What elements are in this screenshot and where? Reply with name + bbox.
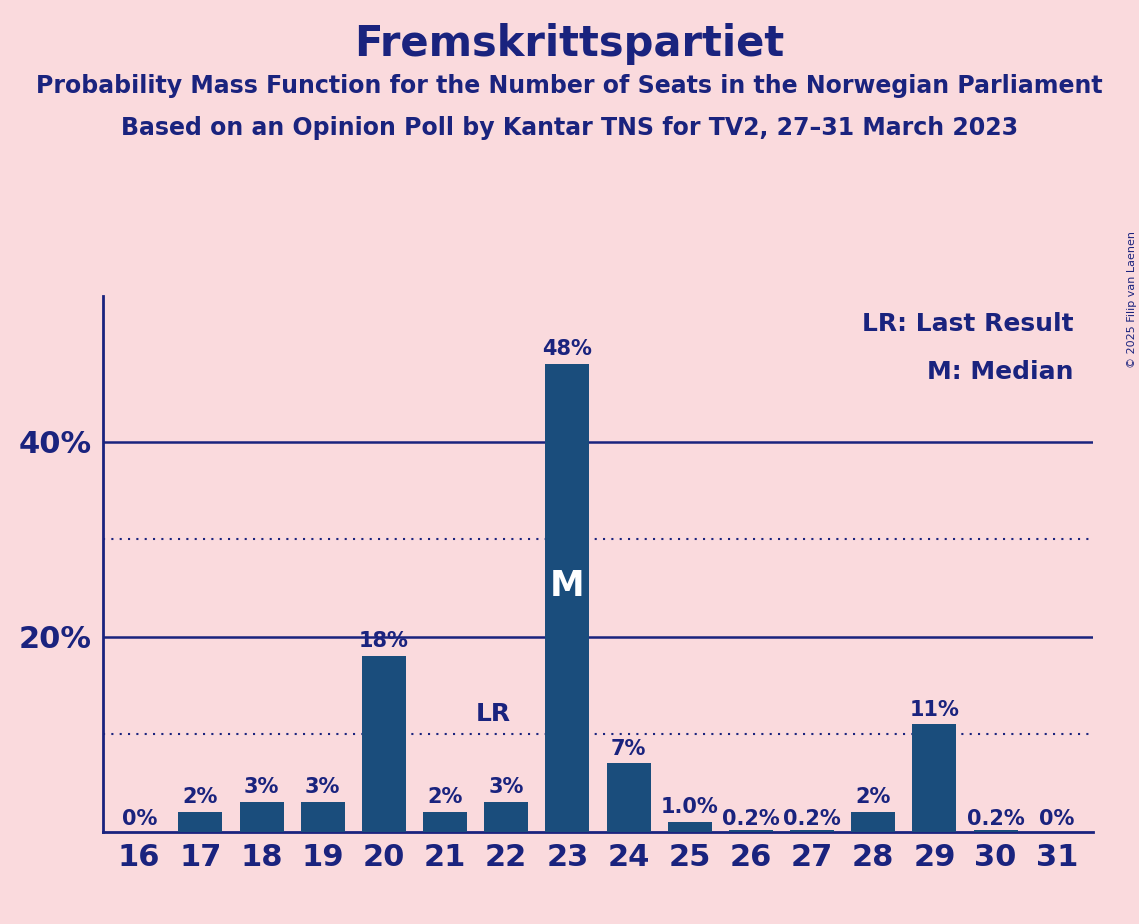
Bar bbox=[239, 802, 284, 832]
Bar bbox=[362, 656, 405, 832]
Text: Probability Mass Function for the Number of Seats in the Norwegian Parliament: Probability Mass Function for the Number… bbox=[36, 74, 1103, 98]
Text: 18%: 18% bbox=[359, 631, 409, 651]
Text: M: Median: M: Median bbox=[927, 360, 1074, 384]
Text: Based on an Opinion Poll by Kantar TNS for TV2, 27–31 March 2023: Based on an Opinion Poll by Kantar TNS f… bbox=[121, 116, 1018, 140]
Text: 0%: 0% bbox=[122, 808, 157, 829]
Text: 2%: 2% bbox=[427, 787, 462, 808]
Bar bbox=[423, 812, 467, 832]
Text: © 2025 Filip van Laenen: © 2025 Filip van Laenen bbox=[1126, 231, 1137, 368]
Text: LR: Last Result: LR: Last Result bbox=[862, 311, 1074, 335]
Bar bbox=[607, 763, 650, 832]
Text: 0.2%: 0.2% bbox=[722, 808, 780, 829]
Bar bbox=[851, 812, 895, 832]
Text: 0.2%: 0.2% bbox=[784, 808, 841, 829]
Bar bbox=[301, 802, 345, 832]
Bar bbox=[667, 821, 712, 832]
Text: 1.0%: 1.0% bbox=[661, 797, 719, 817]
Text: 11%: 11% bbox=[909, 699, 959, 720]
Text: Fremskrittspartiet: Fremskrittspartiet bbox=[354, 23, 785, 65]
Text: 7%: 7% bbox=[611, 738, 646, 759]
Text: 2%: 2% bbox=[855, 787, 891, 808]
Text: 0%: 0% bbox=[1039, 808, 1074, 829]
Bar bbox=[546, 364, 589, 832]
Bar bbox=[179, 812, 222, 832]
Bar bbox=[912, 724, 957, 832]
Text: 3%: 3% bbox=[305, 777, 341, 797]
Bar bbox=[790, 830, 834, 832]
Text: 0.2%: 0.2% bbox=[967, 808, 1024, 829]
Text: 2%: 2% bbox=[182, 787, 218, 808]
Text: LR: LR bbox=[476, 702, 510, 726]
Text: 48%: 48% bbox=[542, 339, 592, 359]
Text: M: M bbox=[550, 568, 584, 602]
Text: 3%: 3% bbox=[244, 777, 279, 797]
Text: 3%: 3% bbox=[489, 777, 524, 797]
Bar bbox=[729, 830, 773, 832]
Bar bbox=[974, 830, 1017, 832]
Bar bbox=[484, 802, 528, 832]
